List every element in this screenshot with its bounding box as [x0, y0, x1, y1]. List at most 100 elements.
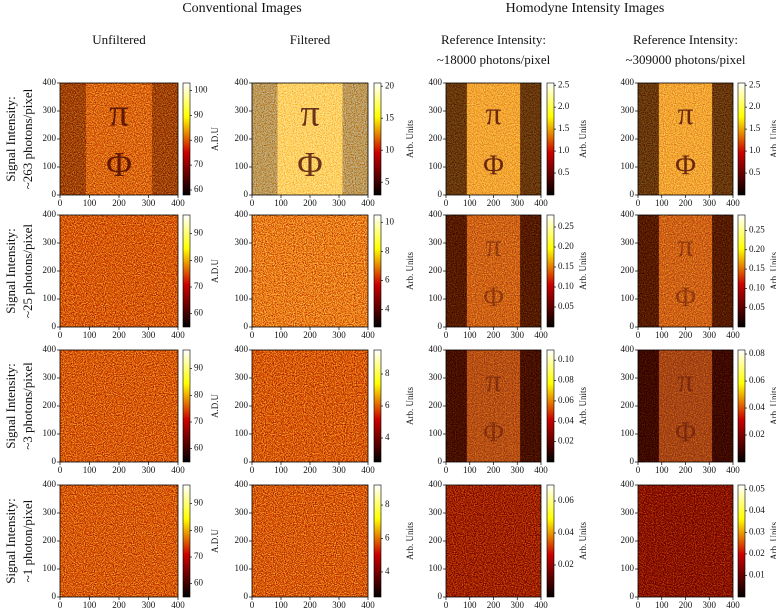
- x-tick-label: 300: [332, 330, 346, 340]
- colorbar-tick-label: 80: [194, 389, 204, 399]
- y-tick-label: 0: [630, 456, 635, 466]
- x-tick-label: 400: [361, 465, 375, 475]
- colorbar: [182, 349, 191, 463]
- x-tick-label: 300: [332, 465, 346, 475]
- colorbar: [182, 82, 191, 196]
- x-tick-label: 300: [142, 600, 156, 610]
- colorbar-tick-label: 2.0: [749, 101, 761, 111]
- x-tick-label: 400: [726, 330, 740, 340]
- x-tick-label: 100: [83, 465, 97, 475]
- y-tick-label: 0: [52, 321, 57, 331]
- image-band: [152, 83, 178, 195]
- colorbar-tick-label: 90: [194, 109, 204, 119]
- y-tick-label: 0: [244, 456, 249, 466]
- x-tick-label: 300: [511, 465, 525, 475]
- colorbar-label: A.D.U: [210, 127, 220, 151]
- x-tick-label: 300: [332, 600, 346, 610]
- x-tick-label: 100: [655, 465, 669, 475]
- x-tick-label: 100: [463, 465, 477, 475]
- x-tick-label: 100: [274, 198, 288, 208]
- colorbar-tick-label: 0.15: [749, 263, 765, 273]
- image-center: [658, 350, 713, 462]
- x-tick-label: 0: [250, 330, 255, 340]
- x-tick-label: 0: [636, 330, 641, 340]
- x-tick-label: 200: [679, 600, 693, 610]
- y-tick-label: 200: [235, 265, 249, 275]
- x-tick-label: 300: [703, 330, 717, 340]
- y-tick-label: 0: [244, 321, 249, 331]
- x-tick-label: 300: [142, 330, 156, 340]
- x-tick-label: 300: [511, 600, 525, 610]
- image: [446, 485, 541, 597]
- colorbar-tick-label: 5: [385, 176, 390, 186]
- colorbar-label: Arb. Units: [769, 252, 776, 290]
- colorbar: [373, 214, 382, 328]
- colorbar: [373, 82, 382, 196]
- colorbar-tick-label: 0.06: [749, 375, 765, 385]
- image-center: [658, 83, 713, 195]
- x-tick-label: 400: [361, 198, 375, 208]
- image-band: [520, 83, 541, 195]
- y-tick-label: 100: [43, 293, 57, 303]
- x-tick-label: 200: [303, 330, 317, 340]
- colorbar: [737, 484, 746, 598]
- colorbar-label: Arb. Units: [578, 387, 588, 425]
- x-tick-label: 300: [703, 600, 717, 610]
- colorbar-tick-label: 0.06: [558, 495, 574, 505]
- y-tick-label: 400: [235, 209, 249, 219]
- colorbar-tick-label: 90: [194, 228, 204, 238]
- colorbar-tick-label: 0.01: [749, 570, 765, 580]
- y-tick-label: 300: [43, 105, 57, 115]
- colorbar-tick-label: 0.05: [749, 302, 765, 312]
- colorbar-tick-label: 80: [194, 524, 204, 534]
- y-tick-label: 400: [43, 77, 57, 87]
- colorbar-tick-label: 15: [385, 112, 395, 122]
- image-band: [520, 215, 541, 327]
- colorbar-label: Arb. Units: [405, 522, 415, 560]
- y-tick-label: 200: [621, 535, 635, 545]
- y-tick-label: 400: [235, 77, 249, 87]
- colorbar-tick-label: 80: [194, 134, 204, 144]
- image-symbol: Φ: [483, 283, 504, 314]
- colorbar-label: A.D.U: [210, 394, 220, 418]
- y-tick-label: 200: [235, 400, 249, 410]
- x-tick-label: 100: [463, 198, 477, 208]
- colorbar-tick-label: 0.04: [558, 415, 574, 425]
- colorbar-tick-label: 6: [385, 400, 390, 410]
- x-tick-label: 200: [112, 600, 126, 610]
- y-tick-label: 0: [630, 321, 635, 331]
- y-tick-label: 0: [438, 591, 443, 601]
- x-tick-label: 0: [250, 465, 255, 475]
- column-label: Filtered: [290, 32, 331, 47]
- colorbar: [546, 349, 555, 463]
- y-tick-label: 0: [438, 321, 443, 331]
- x-tick-label: 100: [83, 600, 97, 610]
- colorbar-tick-label: 60: [194, 308, 204, 318]
- y-tick-label: 300: [621, 105, 635, 115]
- colorbar: [737, 82, 746, 196]
- x-tick-label: 0: [250, 198, 255, 208]
- y-tick-label: 300: [235, 372, 249, 382]
- x-tick-label: 0: [444, 600, 449, 610]
- colorbar-tick-label: 0.10: [558, 281, 574, 291]
- y-tick-label: 400: [621, 77, 635, 87]
- y-tick-label: 200: [429, 400, 443, 410]
- image-center: [277, 83, 343, 195]
- x-tick-label: 400: [171, 330, 185, 340]
- row-label: Signal Intensity:: [3, 96, 18, 182]
- x-tick-label: 200: [487, 600, 501, 610]
- y-tick-label: 300: [235, 507, 249, 517]
- y-tick-label: 300: [235, 237, 249, 247]
- image-center: [85, 83, 153, 195]
- colorbar-tick-label: 8: [385, 368, 390, 378]
- y-tick-label: 300: [235, 105, 249, 115]
- row-label: Signal Intensity:: [3, 498, 18, 584]
- colorbar-tick-label: 2.5: [558, 79, 570, 89]
- colorbar-tick-label: 0.02: [749, 548, 765, 558]
- y-tick-label: 300: [429, 372, 443, 382]
- y-tick-label: 100: [621, 428, 635, 438]
- y-tick-label: 200: [43, 265, 57, 275]
- x-tick-label: 300: [142, 465, 156, 475]
- y-tick-label: 300: [621, 372, 635, 382]
- colorbar-label: Arb. Units: [578, 252, 588, 290]
